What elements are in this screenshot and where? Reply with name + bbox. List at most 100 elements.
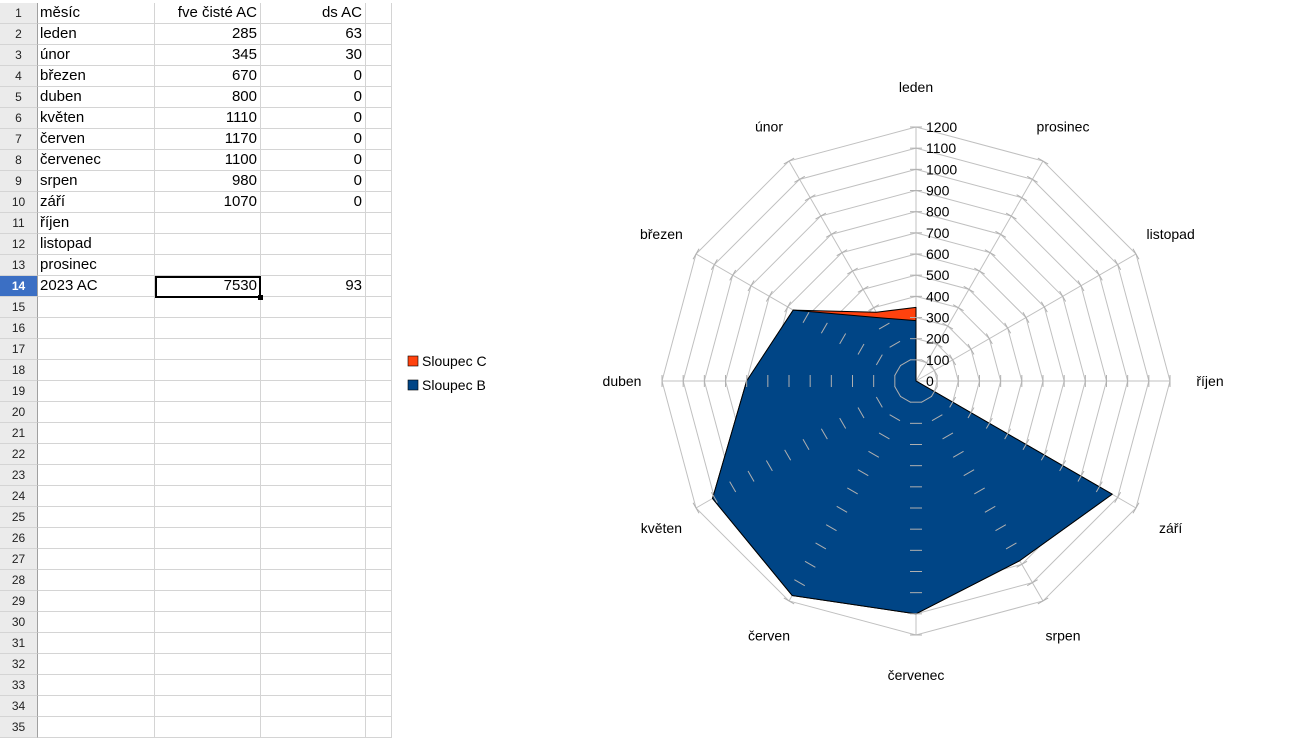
cell-a[interactable] [38, 570, 155, 591]
cell-d[interactable] [366, 234, 392, 255]
cell-c[interactable] [261, 318, 366, 339]
cell-d[interactable] [366, 381, 392, 402]
cell-b[interactable]: 345 [155, 45, 261, 66]
cell-d[interactable] [366, 171, 392, 192]
cell-b[interactable] [155, 402, 261, 423]
cell-d[interactable] [366, 486, 392, 507]
cell-c[interactable] [261, 360, 366, 381]
cell-c[interactable]: 63 [261, 24, 366, 45]
row-header[interactable]: 1 [0, 3, 38, 24]
cell-b[interactable] [155, 360, 261, 381]
cell-d[interactable] [366, 87, 392, 108]
cell-d[interactable] [366, 444, 392, 465]
cell-d[interactable] [366, 45, 392, 66]
row-header[interactable]: 23 [0, 465, 38, 486]
cell-d[interactable] [366, 612, 392, 633]
cell-a[interactable] [38, 591, 155, 612]
cell-a[interactable] [38, 717, 155, 738]
row-header[interactable]: 7 [0, 129, 38, 150]
cell-d[interactable] [366, 108, 392, 129]
cell-c[interactable] [261, 570, 366, 591]
cell-a[interactable]: prosinec [38, 255, 155, 276]
cell-b[interactable] [155, 255, 261, 276]
cell-a[interactable] [38, 654, 155, 675]
cell-a[interactable]: červen [38, 129, 155, 150]
row-header[interactable]: 18 [0, 360, 38, 381]
cell-c[interactable] [261, 654, 366, 675]
cell-c[interactable]: 0 [261, 129, 366, 150]
cell-d[interactable] [366, 717, 392, 738]
row-header[interactable]: 11 [0, 213, 38, 234]
cell-c[interactable] [261, 486, 366, 507]
cell-b[interactable] [155, 213, 261, 234]
row-header[interactable]: 29 [0, 591, 38, 612]
row-header[interactable]: 12 [0, 234, 38, 255]
row-header[interactable]: 21 [0, 423, 38, 444]
cell-b[interactable] [155, 507, 261, 528]
row-header[interactable]: 35 [0, 717, 38, 738]
cell-b[interactable]: 1070 [155, 192, 261, 213]
cell-b[interactable] [155, 591, 261, 612]
cell-c[interactable]: 0 [261, 192, 366, 213]
row-header[interactable]: 17 [0, 339, 38, 360]
cell-c[interactable] [261, 402, 366, 423]
cell-c[interactable]: 0 [261, 150, 366, 171]
cell-c[interactable] [261, 444, 366, 465]
cell-b[interactable]: fve čisté AC [155, 3, 261, 24]
cell-a[interactable]: květen [38, 108, 155, 129]
row-header[interactable]: 3 [0, 45, 38, 66]
row-header[interactable]: 33 [0, 675, 38, 696]
cell-c[interactable] [261, 234, 366, 255]
cell-a[interactable]: březen [38, 66, 155, 87]
active-cell-cursor[interactable] [155, 276, 261, 298]
cell-b[interactable] [155, 612, 261, 633]
cell-d[interactable] [366, 255, 392, 276]
cell-b[interactable] [155, 675, 261, 696]
cell-c[interactable] [261, 339, 366, 360]
cell-a[interactable] [38, 486, 155, 507]
row-header[interactable]: 8 [0, 150, 38, 171]
cell-a[interactable] [38, 507, 155, 528]
row-header[interactable]: 16 [0, 318, 38, 339]
cell-d[interactable] [366, 528, 392, 549]
cell-d[interactable] [366, 360, 392, 381]
cell-d[interactable] [366, 3, 392, 24]
cell-a[interactable] [38, 528, 155, 549]
cell-d[interactable] [366, 696, 392, 717]
cell-b[interactable] [155, 423, 261, 444]
row-header[interactable]: 34 [0, 696, 38, 717]
cell-d[interactable] [366, 192, 392, 213]
cell-d[interactable] [366, 633, 392, 654]
cell-b[interactable]: 285 [155, 24, 261, 45]
row-header[interactable]: 14 [0, 276, 38, 297]
cell-c[interactable]: 0 [261, 66, 366, 87]
cell-c[interactable] [261, 255, 366, 276]
cell-b[interactable]: 1100 [155, 150, 261, 171]
cell-a[interactable] [38, 444, 155, 465]
cell-a[interactable] [38, 612, 155, 633]
cell-a[interactable]: září [38, 192, 155, 213]
fill-handle[interactable] [258, 295, 263, 300]
row-header[interactable]: 26 [0, 528, 38, 549]
cell-b[interactable]: 800 [155, 87, 261, 108]
cell-a[interactable] [38, 465, 155, 486]
cell-b[interactable] [155, 297, 261, 318]
cell-d[interactable] [366, 24, 392, 45]
cell-c[interactable]: 0 [261, 171, 366, 192]
cell-c[interactable] [261, 423, 366, 444]
cell-a[interactable]: srpen [38, 171, 155, 192]
cell-a[interactable]: 2023 AC [38, 276, 155, 297]
cell-d[interactable] [366, 654, 392, 675]
cell-a[interactable] [38, 696, 155, 717]
row-header[interactable]: 25 [0, 507, 38, 528]
cell-b[interactable] [155, 717, 261, 738]
cell-a[interactable] [38, 339, 155, 360]
cell-a[interactable] [38, 297, 155, 318]
cell-c[interactable] [261, 297, 366, 318]
cell-a[interactable]: únor [38, 45, 155, 66]
cell-d[interactable] [366, 507, 392, 528]
cell-d[interactable] [366, 423, 392, 444]
cell-d[interactable] [366, 129, 392, 150]
row-header[interactable]: 22 [0, 444, 38, 465]
cell-c[interactable] [261, 549, 366, 570]
